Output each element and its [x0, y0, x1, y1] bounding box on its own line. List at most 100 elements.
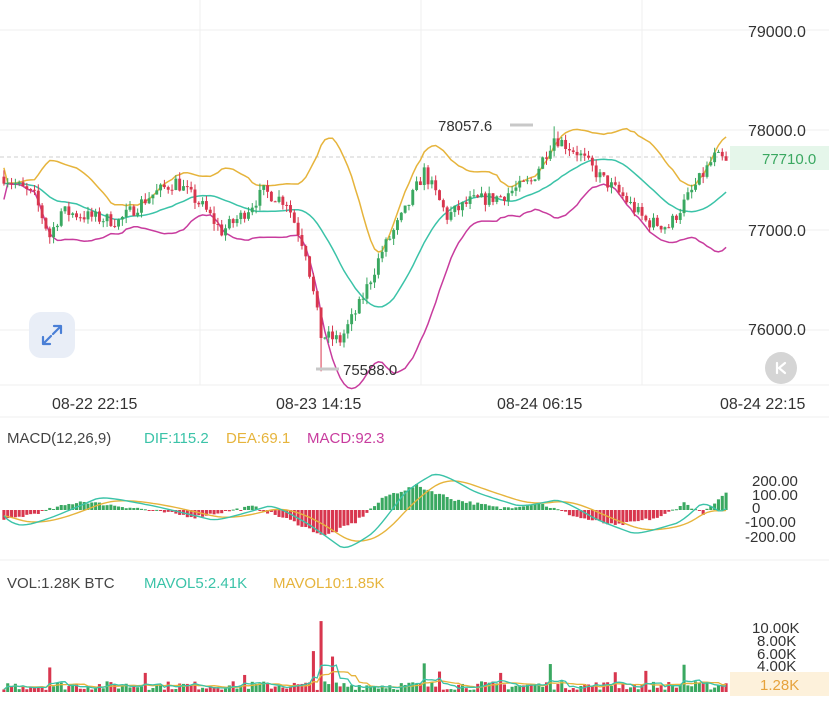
- mavol5-label: MAVOL5:2.41K: [144, 575, 247, 592]
- candle-body: [678, 213, 682, 220]
- macd-histogram-bar: [124, 508, 128, 510]
- candle-body: [667, 227, 671, 229]
- macd-histogram-bar: [598, 510, 602, 522]
- candle-body: [136, 212, 140, 216]
- candle-body: [258, 189, 262, 206]
- candle-body: [227, 219, 231, 229]
- volume-bar: [437, 671, 442, 692]
- volume-bar: [136, 687, 140, 692]
- candle-body: [178, 178, 182, 191]
- volume-bar: [285, 688, 289, 692]
- macd-histogram-bar: [63, 505, 67, 510]
- candle-body: [445, 207, 449, 220]
- volume-bar: [724, 683, 728, 692]
- candle-body: [426, 167, 430, 185]
- candle-body: [709, 162, 713, 166]
- volume-bar: [590, 686, 594, 692]
- volume-bar: [629, 687, 633, 692]
- candle-body: [388, 238, 392, 240]
- candle-body: [396, 220, 399, 231]
- candle-body: [483, 193, 487, 205]
- volume-bar: [453, 689, 457, 692]
- volume-bar: [380, 685, 384, 692]
- macd-histogram-bar: [44, 509, 48, 511]
- volume-bar: [52, 686, 56, 692]
- macd-histogram-bar: [590, 510, 594, 521]
- candle-body: [468, 196, 472, 204]
- macd-histogram-bar: [59, 505, 63, 510]
- candle-body: [537, 168, 541, 180]
- macd-histogram-bar: [262, 510, 266, 512]
- macd-histogram-bar: [529, 505, 533, 510]
- candle-body: [411, 190, 415, 205]
- candle-body: [254, 205, 258, 208]
- vol-label: VOL:1.28K BTC: [7, 575, 115, 592]
- macd-histogram-bar: [426, 489, 430, 510]
- macd-histogram-bar: [120, 507, 124, 510]
- volume-bar: [323, 681, 327, 692]
- candle-body: [430, 180, 434, 185]
- volume-bar: [640, 684, 644, 692]
- candle-body: [29, 189, 33, 191]
- candle-body: [296, 222, 300, 235]
- volume-bar: [716, 685, 720, 692]
- volume-bar: [502, 684, 506, 692]
- rewind-icon: [775, 361, 787, 375]
- macd-histogram-bar: [651, 510, 656, 519]
- macd-histogram-bar: [71, 504, 75, 510]
- candle-body: [250, 207, 254, 213]
- volume-bar: [697, 682, 701, 692]
- macd-histogram-bar: [155, 509, 159, 511]
- macd-histogram-bar: [697, 510, 701, 511]
- macd-histogram-bar: [690, 508, 694, 510]
- macd-tick-100: 100.00: [752, 487, 798, 504]
- macd-histogram-bar: [445, 496, 449, 510]
- macd-histogram-bar: [29, 510, 33, 515]
- volume-bar: [514, 685, 518, 692]
- volume-bar: [472, 689, 476, 692]
- candle-body: [197, 202, 201, 205]
- volume-bar: [36, 687, 40, 692]
- volume-bar: [208, 686, 212, 692]
- volume-bar: [449, 689, 453, 692]
- volume-bar: [533, 685, 537, 692]
- volume-bar: [132, 686, 136, 692]
- candle-body: [499, 196, 503, 198]
- volume-bar: [277, 685, 281, 692]
- candle-body: [44, 218, 48, 229]
- candle-body: [674, 215, 678, 220]
- volume-bar: [128, 687, 132, 692]
- volume-bar: [239, 685, 243, 692]
- candle-body: [40, 205, 44, 219]
- macd-histogram-bar: [388, 494, 392, 510]
- grid-lines: [0, 0, 829, 561]
- candle-body: [460, 202, 464, 211]
- macd-histogram-bar: [495, 506, 499, 510]
- macd-histogram-bar: [342, 510, 346, 526]
- candle-body: [613, 182, 617, 185]
- volume-bar: [709, 689, 713, 692]
- volume-bar: [13, 683, 17, 692]
- volume-bar: [59, 682, 63, 692]
- volume-bar: [273, 686, 277, 692]
- volume-bar: [560, 681, 564, 692]
- candle-body: [701, 173, 705, 177]
- candle-body: [170, 189, 174, 191]
- candle-body: [720, 151, 724, 157]
- volume-bar: [632, 684, 636, 692]
- volume-bar: [621, 684, 625, 692]
- volume-bar: [350, 685, 354, 692]
- volume-bar: [216, 688, 220, 692]
- macd-histogram-bar: [422, 489, 426, 510]
- scroll-to-latest-button[interactable]: [765, 352, 797, 384]
- expand-chart-button[interactable]: [29, 312, 75, 358]
- candle-body: [357, 299, 361, 314]
- volume-bar: [403, 684, 407, 692]
- volume-bar: [311, 651, 315, 692]
- volume-bar: [63, 689, 67, 692]
- candle-body: [292, 212, 296, 223]
- candle-body: [525, 180, 529, 182]
- high-price-label: 78057.6: [438, 118, 492, 135]
- candle-body: [441, 200, 445, 208]
